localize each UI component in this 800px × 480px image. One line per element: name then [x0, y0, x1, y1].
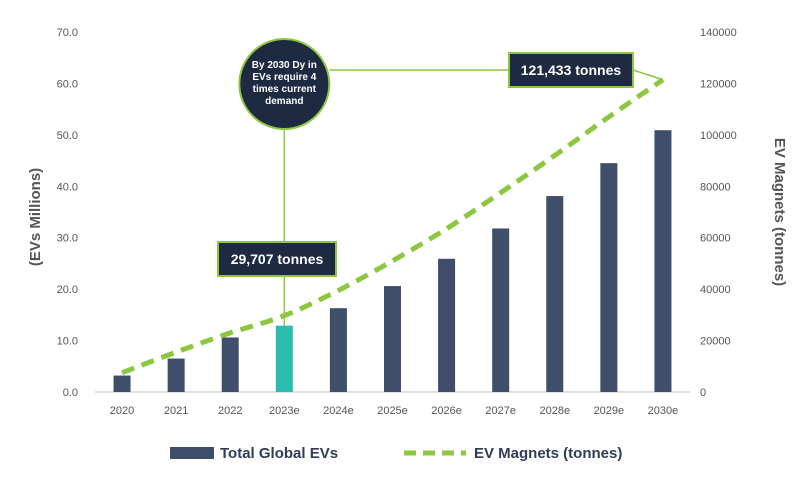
y-tick-label-right: 100000: [700, 130, 737, 142]
x-tick-label: 2022: [218, 405, 242, 417]
legend: Total Global EVs EV Magnets (tonnes): [170, 445, 622, 462]
bubble-text-line: demand: [265, 96, 303, 107]
y-tick-label-right: 80000: [700, 181, 731, 193]
y-tick-label-right: 140000: [700, 27, 737, 39]
legend-label-bars: Total Global EVs: [220, 445, 338, 462]
y-tick-label-left: 40.0: [57, 181, 78, 193]
callout-text: 121,433 tonnes: [521, 62, 622, 78]
bar: [113, 375, 131, 392]
y-tick-label-left: 20.0: [57, 284, 78, 296]
y-tick-label-right: 20000: [700, 336, 731, 348]
y-tick-label-right: 40000: [700, 284, 731, 296]
x-tick-label: 2020: [110, 405, 134, 417]
x-tick-label: 2027e: [485, 405, 516, 417]
bar: [600, 163, 618, 392]
y-tick-label-left: 0.0: [63, 387, 78, 399]
x-tick-label: 2026e: [431, 405, 462, 417]
callout-box: [217, 241, 337, 277]
annotations: 29,707 tonnes 121,433 tonnes By 2030 Dy in…: [217, 38, 634, 277]
bubble-text-line: times current: [253, 84, 317, 95]
x-tick-label: 2029e: [594, 405, 625, 417]
y-axis-title-right: EV Magnets (tonnes): [771, 138, 788, 286]
bar: [546, 196, 564, 392]
x-tick-label: 2024e: [323, 405, 354, 417]
callout-box: [507, 52, 634, 88]
x-tick-label: 2021: [164, 405, 188, 417]
bar-series: [113, 130, 672, 392]
callout-text: 29,707 tonnes: [231, 251, 324, 267]
x-tick-label: 2023e: [269, 405, 300, 417]
bubble-text-line: By 2030 Dy in: [252, 60, 317, 71]
line-series: [121, 77, 665, 376]
line-series-path: [121, 77, 665, 376]
left-axis: 0.0 10.0 20.0 30.0 40.0 50.0 60.0 70.0: [57, 27, 78, 399]
right-axis: 0 20000 40000 60000 80000 100000 120000 140000: [700, 27, 737, 399]
bar: [384, 286, 401, 392]
y-axis-title-left: (EVs Millions): [27, 168, 44, 266]
y-tick-label-right: 60000: [700, 233, 731, 245]
bar: [221, 337, 239, 392]
callout-bubble: [238, 38, 331, 130]
bubble-text-line: EVs require 4: [252, 72, 316, 83]
bar: [275, 325, 293, 392]
x-axis: 2020 2021 2022 2023e 2024e 2025e 2026e 2027e 202…: [95, 391, 690, 417]
bar: [492, 228, 510, 392]
x-tick-label: 2025e: [377, 405, 408, 417]
bar: [438, 258, 456, 392]
y-tick-label-right: 120000: [700, 78, 737, 90]
y-tick-label-left: 50.0: [57, 130, 78, 142]
bar: [167, 358, 185, 392]
x-tick-label: 2028e: [539, 405, 570, 417]
bar: [329, 308, 347, 392]
x-tick-label: 2030e: [648, 405, 679, 417]
y-tick-label-left: 30.0: [57, 233, 78, 245]
y-tick-label-left: 10.0: [57, 336, 78, 348]
y-tick-label-left: 70.0: [57, 27, 78, 39]
annotation-connectors: [283, 69, 664, 326]
legend-label-line: EV Magnets (tonnes): [474, 445, 622, 462]
legend-swatch-bars: [170, 447, 214, 459]
y-tick-label-left: 60.0: [57, 78, 78, 90]
connector-line: [632, 69, 664, 81]
y-tick-label-right: 0: [700, 387, 706, 399]
bar: [654, 130, 672, 392]
